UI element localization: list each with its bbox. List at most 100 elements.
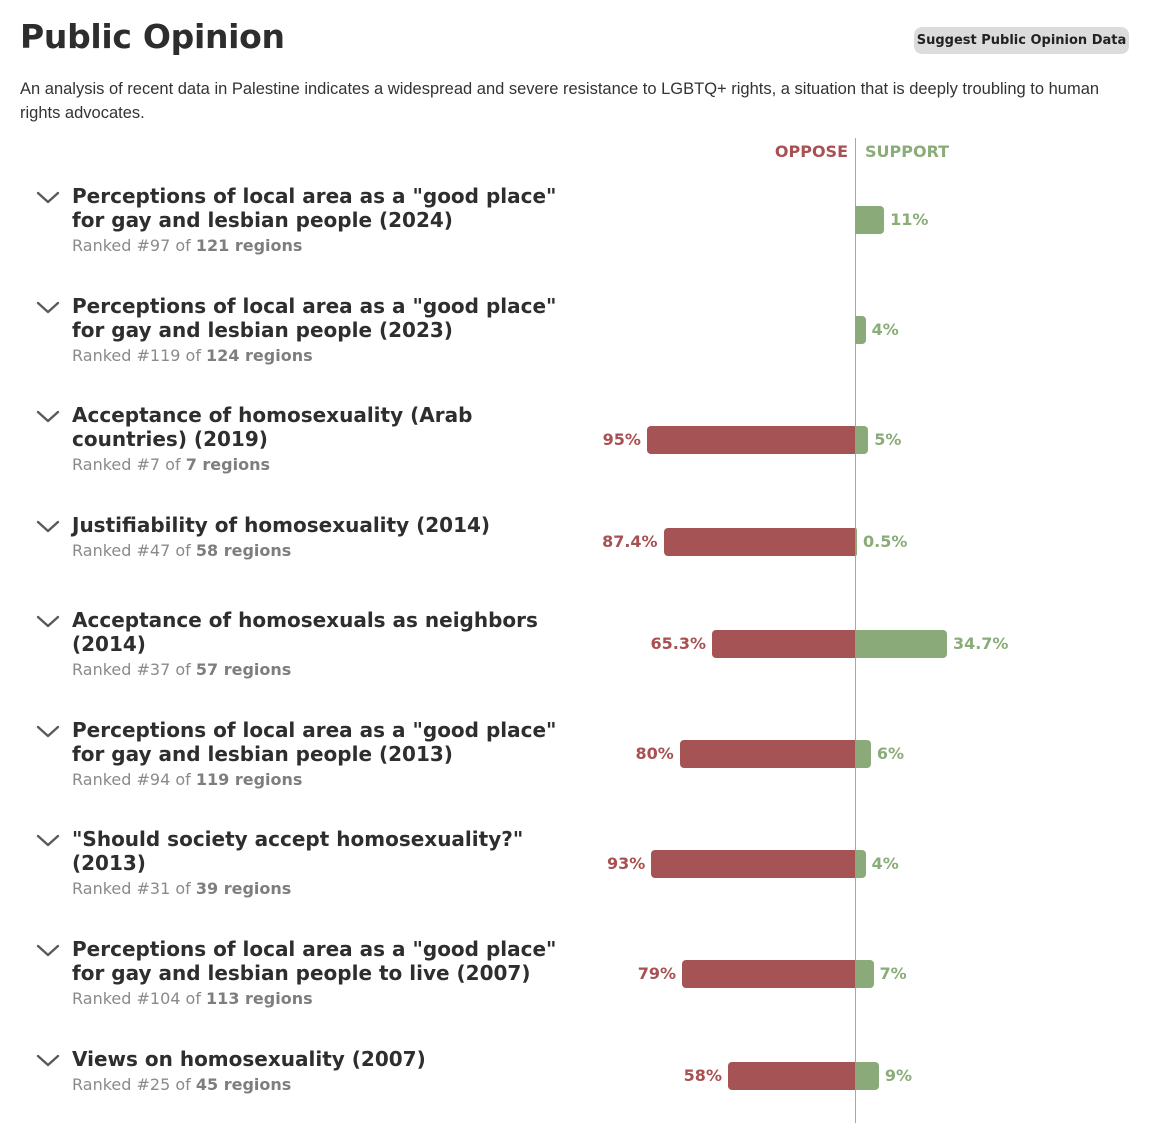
rank-prefix: Ranked #31 of (72, 879, 191, 898)
support-value-label: 4% (871, 320, 899, 339)
rank-text: Ranked #37 of 57 regions (72, 660, 291, 680)
rank-prefix: Ranked #104 of (72, 989, 201, 1008)
support-bar (855, 630, 947, 658)
survey-title[interactable]: "Should society accept homosexuality?" (… (72, 827, 524, 875)
chevron-down-icon (36, 834, 60, 847)
suggest-data-button[interactable]: Suggest Public Opinion Data (914, 27, 1129, 54)
support-bar (855, 426, 869, 454)
survey-row: Perceptions of local area as a "good pla… (0, 294, 1151, 394)
support-bar (855, 206, 885, 234)
oppose-value-label: 79% (637, 964, 676, 983)
intro-text: An analysis of recent data in Palestine … (20, 80, 1100, 122)
support-bar (855, 316, 866, 344)
chevron-down-icon (36, 615, 60, 628)
chevron-down-icon (36, 1054, 60, 1067)
rank-text: Ranked #7 of 7 regions (72, 455, 270, 475)
expand-toggle[interactable] (36, 519, 60, 535)
rank-total: 57 regions (195, 660, 292, 679)
rank-prefix: Ranked #47 of (72, 541, 191, 560)
oppose-bar (681, 960, 855, 988)
support-value-label: 34.7% (952, 634, 1009, 653)
support-bar (855, 960, 874, 988)
oppose-value-label: 95% (602, 430, 641, 449)
support-value-label: 7% (879, 964, 907, 983)
rank-prefix: Ranked #94 of (72, 770, 191, 789)
support-value-label: 5% (874, 430, 902, 449)
rank-text: Ranked #25 of 45 regions (72, 1075, 291, 1095)
rank-prefix: Ranked #119 of (72, 346, 201, 365)
page-title: Public Opinion (20, 17, 285, 56)
survey-title[interactable]: Views on homosexuality (2007) (72, 1047, 426, 1071)
chevron-down-icon (36, 520, 60, 533)
survey-title[interactable]: Acceptance of homosexuals as neighbors (… (72, 608, 538, 656)
survey-row: Justifiability of homosexuality (2014) Ra… (0, 513, 1151, 613)
support-bar (855, 740, 871, 768)
expand-toggle[interactable] (36, 300, 60, 316)
survey-row: Perceptions of local area as a "good pla… (0, 718, 1151, 818)
support-bar (855, 850, 866, 878)
rank-total: 39 regions (195, 879, 292, 898)
rank-total: 58 regions (195, 541, 292, 560)
expand-toggle[interactable] (36, 1053, 60, 1069)
rank-prefix: Ranked #7 of (72, 455, 181, 474)
survey-title[interactable]: Perceptions of local area as a "good pla… (72, 184, 557, 232)
rank-total: 45 regions (195, 1075, 292, 1094)
rank-text: Ranked #94 of 119 regions (72, 770, 302, 790)
survey-title[interactable]: Acceptance of homosexuality (Arab countr… (72, 403, 473, 451)
survey-row: Acceptance of homosexuals as neighbors (… (0, 608, 1151, 708)
oppose-bar (651, 850, 855, 878)
chevron-down-icon (36, 410, 60, 423)
rank-prefix: Ranked #25 of (72, 1075, 191, 1094)
oppose-value-label: 80% (635, 744, 674, 763)
chevron-down-icon (36, 191, 60, 204)
survey-row: Views on homosexuality (2007) Ranked #25 … (0, 1047, 1151, 1147)
support-bar (855, 1062, 879, 1090)
oppose-bar (663, 528, 855, 556)
survey-row: Perceptions of local area as a "good pla… (0, 937, 1151, 1037)
oppose-value-label: 58% (683, 1066, 722, 1085)
support-value-label: 6% (876, 744, 905, 763)
support-value-label: 4% (871, 854, 899, 873)
rank-text: Ranked #104 of 113 regions (72, 989, 313, 1009)
rank-total: 113 regions (206, 989, 313, 1008)
rank-prefix: Ranked #97 of (72, 236, 191, 255)
survey-row: Acceptance of homosexuality (Arab countr… (0, 403, 1151, 503)
rank-text: Ranked #31 of 39 regions (72, 879, 291, 899)
rank-total: 119 regions (195, 770, 303, 789)
chevron-down-icon (36, 725, 60, 738)
rank-prefix: Ranked #37 of (72, 660, 191, 679)
support-value-label: 11% (890, 210, 929, 229)
rank-total: 124 regions (206, 346, 313, 365)
legend-support: SUPPORT (865, 142, 950, 161)
expand-toggle[interactable] (36, 833, 60, 849)
expand-toggle[interactable] (36, 614, 60, 630)
expand-toggle[interactable] (36, 943, 60, 959)
survey-row: "Should society accept homosexuality?" (… (0, 827, 1151, 927)
rank-text: Ranked #97 of 121 regions (72, 236, 302, 256)
oppose-value-label: 65.3% (650, 634, 706, 653)
chevron-down-icon (36, 944, 60, 957)
oppose-bar (646, 426, 855, 454)
rank-total: 121 regions (195, 236, 303, 255)
survey-title[interactable]: Perceptions of local area as a "good pla… (72, 718, 557, 766)
rank-total: 7 regions (185, 455, 270, 474)
rank-text: Ranked #119 of 124 regions (72, 346, 313, 366)
oppose-value-label: 93% (607, 854, 646, 873)
rank-text: Ranked #47 of 58 regions (72, 541, 291, 561)
survey-title[interactable]: Perceptions of local area as a "good pla… (72, 294, 557, 342)
expand-toggle[interactable] (36, 409, 60, 425)
oppose-value-label: 87.4% (602, 532, 658, 551)
support-value-label: 0.5% (863, 532, 908, 551)
survey-row: Perceptions of local area as a "good pla… (0, 184, 1151, 284)
oppose-bar (711, 630, 855, 658)
support-value-label: 9% (884, 1066, 913, 1085)
expand-toggle[interactable] (36, 190, 60, 206)
survey-title[interactable]: Justifiability of homosexuality (2014) (72, 513, 491, 537)
survey-title[interactable]: Perceptions of local area as a "good pla… (72, 937, 557, 985)
support-bar (855, 528, 857, 556)
chevron-down-icon (36, 301, 60, 314)
oppose-bar (727, 1062, 855, 1090)
legend-oppose: OPPOSE (774, 142, 848, 161)
oppose-bar (679, 740, 855, 768)
expand-toggle[interactable] (36, 724, 60, 740)
